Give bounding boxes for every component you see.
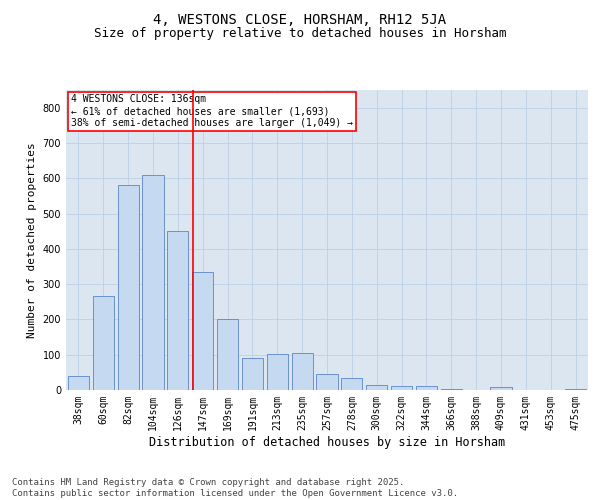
Bar — [316, 374, 338, 390]
Bar — [292, 353, 313, 390]
X-axis label: Distribution of detached houses by size in Horsham: Distribution of detached houses by size … — [149, 436, 505, 448]
Text: 4, WESTONS CLOSE, HORSHAM, RH12 5JA: 4, WESTONS CLOSE, HORSHAM, RH12 5JA — [154, 12, 446, 26]
Y-axis label: Number of detached properties: Number of detached properties — [27, 142, 37, 338]
Bar — [341, 378, 362, 390]
Bar — [391, 386, 412, 390]
Bar — [490, 387, 512, 390]
Text: Contains HM Land Registry data © Crown copyright and database right 2025.
Contai: Contains HM Land Registry data © Crown c… — [12, 478, 458, 498]
Bar — [93, 296, 114, 390]
Text: Size of property relative to detached houses in Horsham: Size of property relative to detached ho… — [94, 28, 506, 40]
Bar — [565, 389, 586, 390]
Bar — [242, 358, 263, 390]
Bar — [118, 186, 139, 390]
Bar — [68, 376, 89, 390]
Bar — [366, 384, 387, 390]
Bar — [142, 174, 164, 390]
Bar — [192, 272, 213, 390]
Bar — [267, 354, 288, 390]
Bar — [416, 386, 437, 390]
Bar — [217, 320, 238, 390]
Text: 4 WESTONS CLOSE: 136sqm
← 61% of detached houses are smaller (1,693)
38% of semi: 4 WESTONS CLOSE: 136sqm ← 61% of detache… — [71, 94, 353, 128]
Bar — [167, 231, 188, 390]
